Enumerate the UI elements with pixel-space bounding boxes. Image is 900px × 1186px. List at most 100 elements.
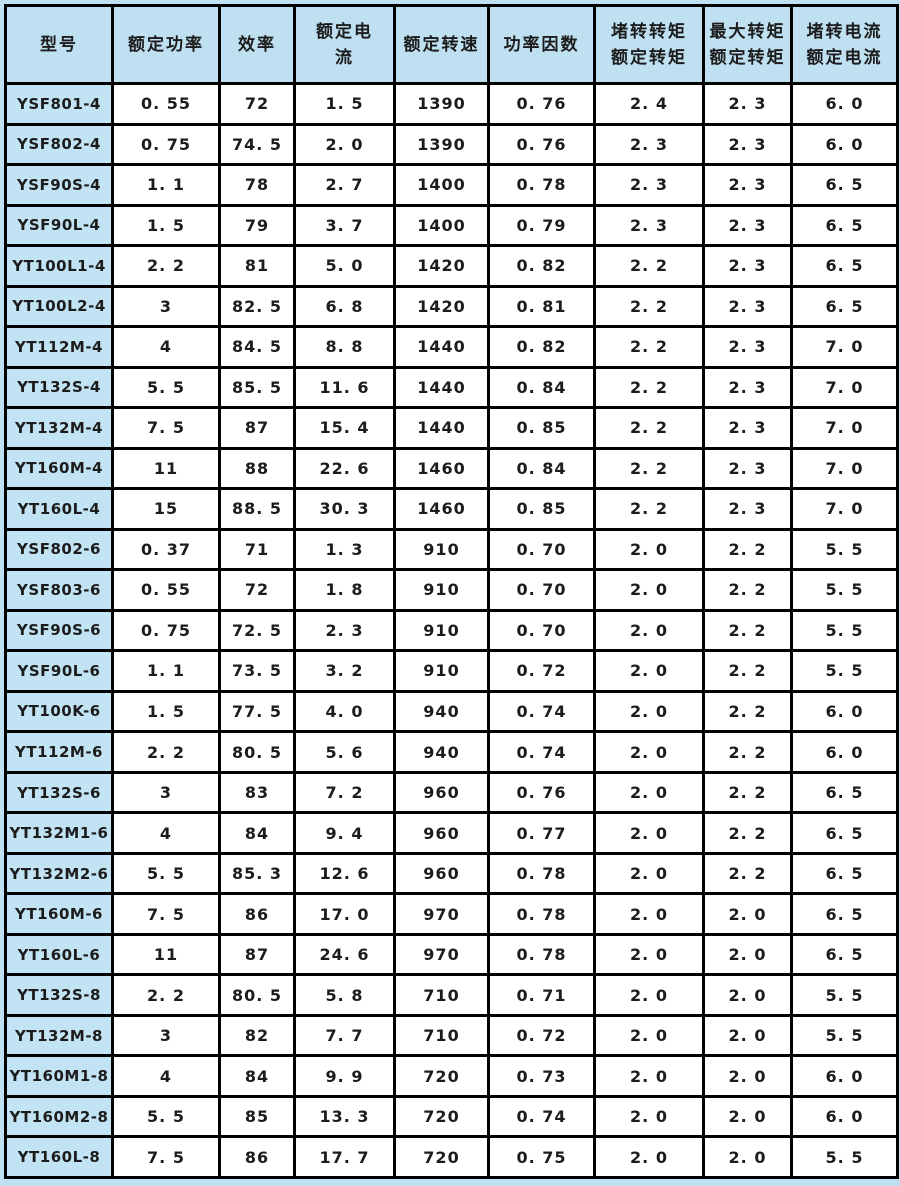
table-row: YT112M-6 2. 2 80. 5 5. 6 940 0. 74 2. 0 2. 2 6. … — [4, 730, 899, 774]
value-cell-locked-rotor-torque-ratio: 2. 2 — [593, 446, 705, 491]
value-cell-max-torque-ratio: 2. 3 — [702, 203, 793, 248]
value-cell-max-torque-ratio: 2. 2 — [702, 730, 793, 774]
value-cell-max-torque-ratio: 2. 2 — [702, 689, 793, 734]
value-cell-locked-rotor-torque-ratio: 2. 0 — [593, 1135, 705, 1179]
model-cell: YSF90L-6 — [4, 649, 114, 693]
value-cell-locked-rotor-torque-ratio: 2. 3 — [593, 163, 705, 207]
value-cell-rated-power: 0. 55 — [111, 568, 221, 612]
column-header-max-torque-ratio: 最大转矩 额定转矩 — [702, 4, 793, 85]
value-cell-locked-rotor-torque-ratio: 2. 3 — [593, 203, 705, 248]
model-cell: YT100K-6 — [4, 689, 114, 734]
value-cell-locked-rotor-current-ratio: 7. 0 — [790, 446, 899, 491]
value-cell-efficiency: 72. 5 — [218, 608, 296, 653]
value-cell-locked-rotor-current-ratio: 6. 0 — [790, 82, 899, 126]
value-cell-efficiency: 84 — [218, 811, 296, 855]
value-cell-locked-rotor-torque-ratio: 2. 0 — [593, 568, 705, 612]
model-cell: YT132M-8 — [4, 1013, 114, 1058]
value-cell-locked-rotor-current-ratio: 6. 5 — [790, 244, 899, 288]
value-cell-rated-current: 4. 0 — [293, 689, 396, 734]
value-cell-rated-power: 5. 5 — [111, 851, 221, 896]
model-cell: YT160M2-8 — [4, 1094, 114, 1139]
value-cell-rated-power: 4 — [111, 1054, 221, 1098]
value-cell-efficiency: 78 — [218, 163, 296, 207]
value-cell-rated-power: 1. 5 — [111, 203, 221, 248]
value-cell-rated-current: 7. 7 — [293, 1013, 396, 1058]
model-cell: YT160L-4 — [4, 487, 114, 531]
value-cell-max-torque-ratio: 2. 0 — [702, 892, 793, 936]
value-cell-rated-current: 9. 4 — [293, 811, 396, 855]
value-cell-power-factor: 0. 78 — [487, 932, 596, 977]
model-cell: YT112M-6 — [4, 730, 114, 774]
value-cell-locked-rotor-current-ratio: 6. 5 — [790, 284, 899, 329]
value-cell-rated-power: 4 — [111, 811, 221, 855]
value-cell-efficiency: 72 — [218, 82, 296, 126]
value-cell-locked-rotor-torque-ratio: 2. 2 — [593, 284, 705, 329]
value-cell-locked-rotor-torque-ratio: 2. 0 — [593, 527, 705, 572]
value-cell-power-factor: 0. 74 — [487, 689, 596, 734]
value-cell-rated-power: 1. 1 — [111, 649, 221, 693]
value-cell-rated-speed: 1400 — [393, 163, 490, 207]
model-cell: YT160L-6 — [4, 932, 114, 977]
value-cell-rated-power: 0. 55 — [111, 82, 221, 126]
value-cell-locked-rotor-torque-ratio: 2. 4 — [593, 82, 705, 126]
value-cell-rated-current: 5. 8 — [293, 973, 396, 1017]
model-cell: YSF801-4 — [4, 82, 114, 126]
value-cell-rated-power: 0. 75 — [111, 122, 221, 167]
value-cell-efficiency: 88. 5 — [218, 487, 296, 531]
value-cell-efficiency: 77. 5 — [218, 689, 296, 734]
value-cell-locked-rotor-current-ratio: 7. 0 — [790, 487, 899, 531]
model-cell: YT132S-6 — [4, 770, 114, 815]
value-cell-power-factor: 0. 70 — [487, 608, 596, 653]
value-cell-locked-rotor-current-ratio: 7. 0 — [790, 365, 899, 410]
value-cell-rated-speed: 940 — [393, 730, 490, 774]
value-cell-rated-speed: 710 — [393, 973, 490, 1017]
value-cell-rated-speed: 910 — [393, 649, 490, 693]
value-cell-rated-current: 2. 7 — [293, 163, 396, 207]
value-cell-locked-rotor-torque-ratio: 2. 0 — [593, 608, 705, 653]
value-cell-locked-rotor-current-ratio: 6. 5 — [790, 770, 899, 815]
value-cell-max-torque-ratio: 2. 2 — [702, 527, 793, 572]
value-cell-power-factor: 0. 70 — [487, 568, 596, 612]
table-row: YT100K-6 1. 5 77. 5 4. 0 940 0. 74 2. 0 2. 2 6. … — [4, 689, 899, 734]
value-cell-locked-rotor-current-ratio: 6. 0 — [790, 689, 899, 734]
value-cell-efficiency: 82. 5 — [218, 284, 296, 329]
table-body: YSF801-4 0. 55 72 1. 5 1390 0. 76 2. 4 2. 3 6. 0… — [4, 82, 899, 1179]
value-cell-rated-current: 7. 2 — [293, 770, 396, 815]
value-cell-efficiency: 73. 5 — [218, 649, 296, 693]
value-cell-rated-speed: 1420 — [393, 244, 490, 288]
value-cell-rated-speed: 960 — [393, 811, 490, 855]
value-cell-max-torque-ratio: 2. 3 — [702, 406, 793, 450]
value-cell-rated-current: 9. 9 — [293, 1054, 396, 1098]
value-cell-rated-power: 0. 75 — [111, 608, 221, 653]
model-cell: YT160L-8 — [4, 1135, 114, 1179]
column-header-rated-speed: 额定转速 — [393, 4, 490, 85]
model-cell: YT132S-4 — [4, 365, 114, 410]
table-row: YT160L-6 11 87 24. 6 970 0. 78 2. 0 2. 0 6. 5 — [4, 932, 899, 977]
value-cell-rated-speed: 910 — [393, 568, 490, 612]
table-row: YSF802-6 0. 37 71 1. 3 910 0. 70 2. 0 2. 2 5. 5 — [4, 527, 899, 572]
value-cell-efficiency: 87 — [218, 932, 296, 977]
value-cell-locked-rotor-torque-ratio: 2. 0 — [593, 770, 705, 815]
table-row: YT160M1-8 4 84 9. 9 720 0. 73 2. 0 2. 0 6. 0 — [4, 1054, 899, 1098]
value-cell-power-factor: 0. 79 — [487, 203, 596, 248]
value-cell-max-torque-ratio: 2. 0 — [702, 932, 793, 977]
table-row: YT160M2-8 5. 5 85 13. 3 720 0. 74 2. 0 2. 0 6. 0 — [4, 1094, 899, 1139]
value-cell-rated-speed: 720 — [393, 1054, 490, 1098]
column-header-locked-rotor-current-ratio: 堵转电流 额定电流 — [790, 4, 899, 85]
value-cell-max-torque-ratio: 2. 0 — [702, 1135, 793, 1179]
value-cell-rated-power: 2. 2 — [111, 244, 221, 288]
value-cell-rated-power: 2. 2 — [111, 730, 221, 774]
value-cell-rated-current: 24. 6 — [293, 932, 396, 977]
value-cell-power-factor: 0. 77 — [487, 811, 596, 855]
column-header-rated-power: 额定功率 — [111, 4, 221, 85]
value-cell-locked-rotor-torque-ratio: 2. 0 — [593, 1013, 705, 1058]
value-cell-power-factor: 0. 72 — [487, 1013, 596, 1058]
value-cell-rated-speed: 720 — [393, 1094, 490, 1139]
value-cell-locked-rotor-torque-ratio: 2. 0 — [593, 689, 705, 734]
value-cell-efficiency: 85. 5 — [218, 365, 296, 410]
value-cell-rated-current: 2. 3 — [293, 608, 396, 653]
value-cell-locked-rotor-torque-ratio: 2. 0 — [593, 811, 705, 855]
value-cell-locked-rotor-current-ratio: 6. 0 — [790, 1054, 899, 1098]
value-cell-efficiency: 86 — [218, 892, 296, 936]
